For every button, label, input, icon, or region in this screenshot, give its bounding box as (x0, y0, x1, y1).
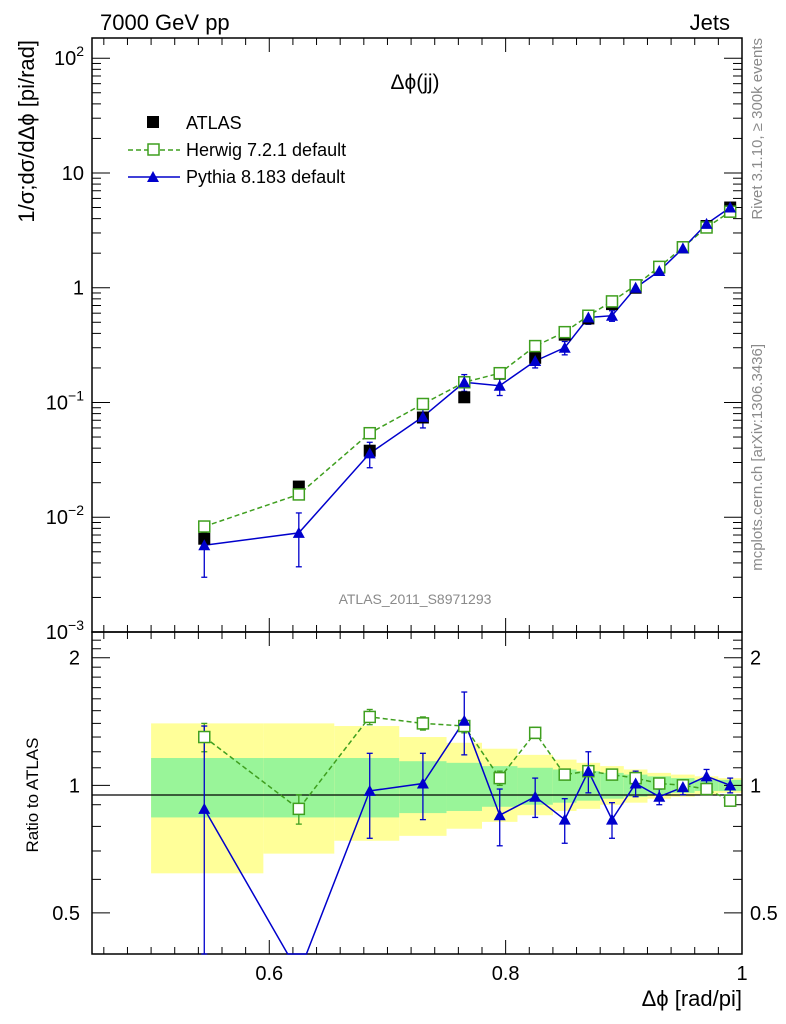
header-right: Jets (690, 10, 730, 35)
atlas-point (458, 391, 471, 404)
ratio-tick-label-left: 0.5 (52, 903, 80, 925)
pythia-point (416, 410, 429, 422)
y-tick-label: 1 (73, 278, 84, 300)
pythia-ratio-point (493, 809, 506, 821)
pythia-ratio-point (629, 777, 642, 789)
pythia-point (676, 242, 689, 254)
y-tick-label: 10−2 (46, 502, 84, 529)
x-tick-label: 0.6 (255, 963, 283, 985)
atlas-point (198, 532, 211, 545)
herwig-point (198, 520, 211, 533)
herwig-ratio-point (528, 726, 542, 740)
axis-ticks (92, 38, 743, 955)
pythia-point (629, 281, 642, 293)
band-inner-bin (446, 762, 482, 811)
y-axis-label: 1/σ;dσ/dΔϕ [pi/rad] (14, 40, 39, 223)
side-label-top: Rivet 3.1.10, ≥ 300k events (749, 38, 766, 220)
herwig-ratio-point (292, 802, 306, 816)
herwig-point (363, 426, 376, 440)
legend-herwig-marker (147, 143, 160, 156)
herwig-point (605, 295, 619, 308)
pythia-ratio-point (653, 790, 666, 802)
legend-atlas-marker (147, 116, 159, 128)
pythia-ratio-point (529, 790, 542, 802)
x-axis-label: Δϕ [rad/pi] (642, 986, 742, 1011)
pythia-point (458, 376, 471, 388)
herwig-point (558, 325, 571, 339)
pythia-ratio-point (582, 765, 595, 777)
ratio-tick-label-left: 1 (69, 775, 80, 797)
ratio-tick-label-right: 1 (750, 775, 761, 797)
herwig-ratio-point (363, 710, 376, 724)
pythia-point (529, 354, 542, 366)
herwig-line (204, 211, 731, 528)
pythia-ratio-point (700, 770, 713, 782)
legend-herwig-label: Herwig 7.2.1 default (186, 140, 346, 160)
legend-pythia-label: Pythia 8.183 default (186, 167, 345, 187)
header-left: 7000 GeV pp (100, 10, 230, 35)
pythia-ratio-point (416, 777, 429, 789)
ratio-series (198, 691, 737, 955)
x-tick-label: 0.8 (492, 963, 520, 985)
pythia-point (558, 341, 571, 353)
legend-atlas-label: ATLAS (186, 113, 242, 133)
ratio-bands (151, 723, 742, 874)
ratio-tick-label-right: 2 (750, 648, 761, 670)
pythia-point (363, 447, 376, 459)
pythia-point (292, 526, 305, 538)
side-label-bottom: mcplots.cern.ch [arXiv:1306.3436] (749, 344, 766, 571)
pythia-ratio-point (724, 779, 737, 791)
y-tick-label: 10 (62, 163, 84, 185)
legend: ATLAS Herwig 7.2.1 default Pythia 8.183 … (128, 113, 346, 187)
pythia-point (606, 309, 618, 321)
pythia-ratio-point (363, 784, 376, 796)
herwig-ratio-point (723, 794, 737, 807)
herwig-ratio-point (653, 777, 666, 790)
ratio-frame (91, 631, 743, 955)
pythia-ratio-point (458, 714, 471, 726)
herwig-point (493, 366, 506, 380)
main-series (198, 201, 737, 578)
pythia-point (582, 311, 595, 323)
herwig-ratio-point (558, 768, 571, 781)
pythia-point (700, 217, 713, 229)
axis-tick-labels: 0.6 0.8 1 10−3 10−2 10−1 1 10 102 0.5 0.5 1 1 2 2 (46, 43, 778, 985)
analysis-label: ATLAS_2011_S8971293 (339, 591, 492, 607)
pythia-ratio-point (558, 813, 571, 825)
herwig-point (292, 488, 306, 501)
herwig-ratio-point (416, 717, 430, 730)
ratio-tick-label-left: 2 (69, 648, 80, 670)
y-tick-label: 102 (54, 43, 84, 70)
y-tick-label: 10−1 (46, 387, 84, 414)
pythia-point (724, 201, 737, 213)
pythia-point (493, 379, 506, 391)
pythia-ratio-point (606, 813, 618, 825)
ratio-y-axis-label: Ratio to ATLAS (23, 738, 42, 853)
pythia-point (653, 264, 666, 276)
pythia-ratio-point (676, 781, 689, 793)
pythia-ratio-point (198, 802, 211, 814)
herwig-ratio-line (203, 716, 731, 810)
pythia-point (198, 539, 211, 551)
herwig-ratio-point (605, 768, 619, 781)
y-tick-label: 10−3 (46, 617, 84, 644)
herwig-ratio-point (493, 771, 506, 785)
legend-pythia-marker (147, 171, 159, 182)
plot-title: Δϕ(jj) (390, 71, 439, 94)
herwig-point (416, 397, 430, 411)
ratio-tick-label-right: 0.5 (750, 903, 778, 925)
herwig-ratio-point (198, 730, 211, 744)
herwig-point (528, 339, 542, 353)
pythia-ratio-line (203, 719, 731, 955)
x-tick-label: 1 (736, 963, 747, 985)
herwig-ratio-point (700, 782, 713, 796)
